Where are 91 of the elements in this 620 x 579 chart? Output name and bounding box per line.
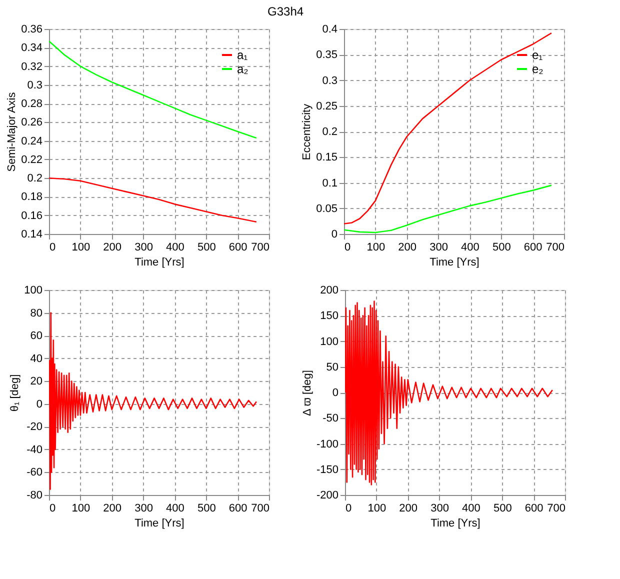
- y-tick-label: 0.1: [322, 177, 338, 190]
- legend-label: a₁: [237, 48, 248, 62]
- x-tick-label: 0: [50, 242, 56, 254]
- x-tick-label: 600: [524, 502, 544, 514]
- y-tick-label: 0.3: [322, 74, 338, 87]
- y-tick-label: 0: [36, 398, 42, 410]
- y-tick-label: -20: [26, 421, 42, 434]
- x-tick-label: 700: [546, 242, 564, 254]
- y-tick-label: 0.2: [322, 126, 338, 138]
- y-tick-label: 100: [24, 284, 42, 296]
- y-tick-label: 0.05: [316, 202, 338, 215]
- y-tick-label: 0.35: [316, 49, 338, 62]
- x-tick-label: 700: [251, 242, 270, 254]
- x-tick-label: 400: [462, 502, 480, 514]
- y-tick-label: 0.16: [21, 210, 42, 222]
- y-tick-label: 200: [320, 284, 338, 296]
- y-tick-label: 0: [332, 387, 338, 399]
- y-tick-label: 0.36: [21, 24, 42, 36]
- x-tick-label: 600: [228, 502, 248, 514]
- x-axis-title: Time [Yrs]: [430, 256, 480, 268]
- y-tick-label: -80: [26, 490, 42, 502]
- x-tick-label: 100: [366, 242, 386, 254]
- x-tick-label: 400: [166, 242, 184, 254]
- y-tick-label: 0.4: [322, 24, 338, 36]
- line-series: [344, 32, 552, 224]
- y-tick-label: 0.3: [27, 79, 42, 92]
- x-tick-label: 0: [344, 242, 351, 254]
- x-axis-title: Time [Yrs]: [134, 256, 184, 268]
- legend-label: e₁: [532, 48, 543, 62]
- y-tick-label: 0.28: [21, 98, 42, 110]
- x-tick-label: 100: [368, 502, 386, 514]
- y-tick-label: 0.25: [316, 100, 338, 112]
- y-tick-label: 0.2: [27, 172, 42, 185]
- y-axis-title: Semi-Major Axis: [6, 92, 18, 172]
- y-tick-label: 0.24: [21, 135, 42, 148]
- x-tick-label: 200: [103, 242, 122, 254]
- y-tick-label: -50: [322, 412, 338, 425]
- x-tick-label: 600: [524, 242, 542, 254]
- x-tick-label: 100: [72, 242, 90, 254]
- y-tick-label: 150: [320, 310, 338, 322]
- y-tick-label: 0.32: [21, 60, 42, 73]
- y-tick-label: 0: [331, 228, 338, 240]
- y-tick-label: 80: [30, 307, 42, 320]
- x-tick-label: 200: [103, 502, 122, 514]
- y-tick-label: 0.22: [21, 154, 42, 166]
- y-tick-label: 0.18: [21, 191, 42, 204]
- legend-label: e₂: [532, 62, 544, 76]
- y-tick-label: -100: [316, 438, 338, 450]
- x-tick-label: 200: [399, 502, 418, 514]
- y-tick-label: 0.34: [21, 42, 42, 54]
- legend-label: a₂: [237, 62, 249, 76]
- y-tick-label: 100: [320, 336, 338, 348]
- y-tick-label: 0.15: [316, 152, 338, 164]
- x-tick-label: 300: [430, 242, 448, 254]
- y-tick-label: 40: [30, 352, 42, 365]
- line-series: [344, 184, 552, 234]
- x-tick-label: 300: [134, 502, 153, 514]
- y-tick-label: -200: [316, 490, 338, 502]
- y-tick-label: -60: [26, 466, 42, 479]
- x-tick-label: 700: [251, 502, 270, 514]
- x-tick-label: 0: [50, 502, 56, 514]
- y-tick-label: -150: [316, 464, 338, 476]
- chart-title: G33h4: [268, 4, 304, 18]
- x-tick-label: 500: [197, 242, 216, 254]
- x-tick-label: 700: [547, 502, 566, 514]
- x-tick-label: 500: [492, 242, 511, 254]
- x-tick-label: 400: [166, 502, 184, 514]
- y-tick-label: 0.26: [21, 116, 42, 129]
- y-tick-label: 20: [30, 376, 42, 388]
- x-tick-label: 500: [197, 502, 216, 514]
- x-tick-label: 600: [228, 242, 248, 254]
- x-axis-title: Time [Yrs]: [134, 518, 184, 530]
- line-series: [49, 312, 258, 490]
- y-axis-title: Δ ϖ [deg]: [301, 370, 314, 416]
- x-tick-label: 100: [72, 502, 90, 514]
- y-tick-label: 0.14: [21, 228, 42, 240]
- x-tick-label: 500: [493, 502, 512, 514]
- x-tick-label: 400: [461, 242, 480, 254]
- y-tick-label: 60: [30, 330, 42, 342]
- y-tick-label: -40: [26, 444, 42, 456]
- line-series: [49, 177, 258, 223]
- x-tick-label: 0: [346, 502, 352, 514]
- line-series: [49, 40, 258, 139]
- x-tick-label: 200: [398, 242, 417, 254]
- x-tick-label: 300: [430, 502, 449, 514]
- y-tick-label: 50: [326, 361, 338, 374]
- y-axis-title: θ₁ [deg]: [9, 374, 22, 412]
- x-tick-label: 300: [134, 242, 153, 254]
- line-series: [345, 300, 554, 486]
- x-axis-title: Time [Yrs]: [430, 518, 480, 530]
- y-axis-title: Eccentricity: [301, 103, 314, 160]
